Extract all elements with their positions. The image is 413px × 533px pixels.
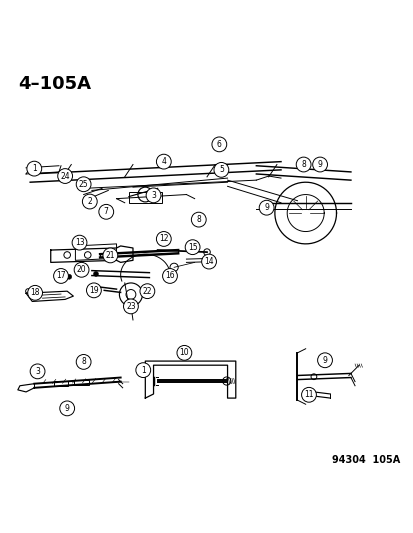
- Circle shape: [57, 168, 72, 183]
- Circle shape: [156, 231, 171, 246]
- Text: 18: 18: [30, 288, 40, 297]
- Text: 12: 12: [159, 235, 168, 244]
- Text: 17: 17: [56, 271, 66, 280]
- Circle shape: [140, 284, 154, 298]
- Circle shape: [259, 200, 273, 215]
- Circle shape: [135, 363, 150, 377]
- Circle shape: [191, 212, 206, 227]
- Text: 21: 21: [105, 251, 115, 260]
- Text: 9: 9: [263, 203, 268, 212]
- Circle shape: [296, 157, 310, 172]
- Circle shape: [30, 364, 45, 379]
- Circle shape: [214, 163, 228, 177]
- Text: 15: 15: [188, 243, 197, 252]
- Text: 4: 4: [161, 157, 166, 166]
- Circle shape: [211, 137, 226, 152]
- Text: 23: 23: [126, 302, 135, 311]
- Text: 24: 24: [60, 172, 70, 181]
- Circle shape: [301, 387, 316, 402]
- Circle shape: [27, 161, 42, 176]
- Text: 9: 9: [317, 160, 322, 169]
- Text: 10: 10: [179, 349, 189, 357]
- Text: 7: 7: [104, 207, 109, 216]
- Circle shape: [99, 204, 114, 219]
- Text: 2: 2: [87, 197, 92, 206]
- Text: 14: 14: [204, 257, 214, 266]
- Circle shape: [162, 269, 177, 284]
- Circle shape: [108, 252, 116, 260]
- Text: 11: 11: [304, 390, 313, 399]
- Text: 8: 8: [81, 358, 86, 366]
- Circle shape: [103, 248, 117, 263]
- Text: 94304  105A: 94304 105A: [331, 455, 399, 465]
- Text: 22: 22: [142, 287, 152, 296]
- Text: 9: 9: [322, 356, 327, 365]
- Circle shape: [146, 188, 161, 203]
- Text: 5: 5: [218, 165, 223, 174]
- Circle shape: [54, 269, 68, 284]
- Text: 25: 25: [78, 180, 88, 189]
- Circle shape: [76, 177, 91, 192]
- Circle shape: [310, 374, 316, 379]
- Text: 1: 1: [32, 164, 37, 173]
- Circle shape: [76, 354, 91, 369]
- Text: 20: 20: [76, 265, 86, 274]
- Circle shape: [123, 299, 138, 314]
- Text: 8: 8: [301, 160, 305, 169]
- Circle shape: [201, 254, 216, 269]
- Circle shape: [66, 274, 71, 279]
- Text: 1: 1: [140, 366, 145, 375]
- Text: 9: 9: [64, 404, 69, 413]
- Circle shape: [59, 401, 74, 416]
- Text: 16: 16: [165, 271, 174, 280]
- FancyBboxPatch shape: [74, 381, 89, 385]
- Text: 4–105A: 4–105A: [18, 75, 90, 93]
- Text: 3: 3: [151, 191, 156, 200]
- Circle shape: [72, 235, 87, 250]
- Circle shape: [176, 345, 191, 360]
- Text: 3: 3: [35, 367, 40, 376]
- Circle shape: [156, 154, 171, 169]
- Circle shape: [312, 157, 327, 172]
- Circle shape: [317, 353, 332, 368]
- FancyBboxPatch shape: [54, 381, 68, 386]
- Text: 6: 6: [216, 140, 221, 149]
- Circle shape: [222, 377, 230, 385]
- Circle shape: [79, 266, 84, 271]
- Circle shape: [93, 271, 98, 277]
- Circle shape: [82, 194, 97, 209]
- Text: 13: 13: [74, 238, 84, 247]
- Text: 8: 8: [196, 215, 201, 224]
- Circle shape: [28, 285, 43, 300]
- Text: 19: 19: [89, 286, 98, 295]
- Circle shape: [185, 240, 199, 255]
- Circle shape: [74, 262, 89, 277]
- Circle shape: [86, 283, 101, 298]
